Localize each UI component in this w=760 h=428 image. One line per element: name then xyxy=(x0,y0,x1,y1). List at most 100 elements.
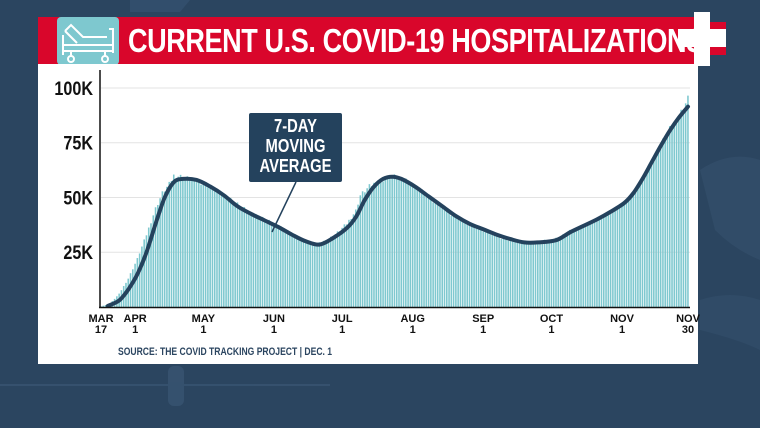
daily-bar xyxy=(166,186,168,307)
daily-bar xyxy=(521,242,523,307)
daily-bar xyxy=(252,214,255,307)
daily-bar xyxy=(448,211,450,307)
callout-line-2: MOVING xyxy=(265,136,326,156)
daily-bar xyxy=(430,197,432,307)
daily-bar xyxy=(671,127,673,307)
daily-bar xyxy=(607,215,610,307)
daily-bar xyxy=(354,209,357,307)
daily-bar xyxy=(145,235,148,307)
title-banner xyxy=(38,17,698,64)
daily-bar xyxy=(161,191,164,307)
daily-bar xyxy=(243,207,246,307)
x-tick-label: 17 xyxy=(95,324,107,336)
daily-bar xyxy=(434,202,437,307)
daily-bar xyxy=(223,194,225,307)
x-tick-label: 1 xyxy=(548,324,554,336)
daily-bar xyxy=(682,110,685,307)
x-tick-label: NOV xyxy=(676,313,701,325)
daily-bar xyxy=(218,190,221,307)
daily-bar xyxy=(138,253,141,307)
daily-bar xyxy=(132,269,134,307)
daily-bar xyxy=(628,198,630,307)
daily-bar xyxy=(534,242,537,307)
medical-cross-icon xyxy=(678,12,726,66)
daily-bar xyxy=(207,187,209,307)
daily-bar xyxy=(584,224,587,307)
daily-bar xyxy=(532,243,535,307)
daily-bar xyxy=(668,126,671,308)
daily-bar xyxy=(455,215,457,307)
daily-bar xyxy=(575,229,578,307)
daily-bar xyxy=(357,204,359,307)
daily-bar xyxy=(632,194,635,307)
daily-bar xyxy=(129,273,132,307)
daily-bar xyxy=(441,206,444,307)
x-tick-label: MAR xyxy=(88,313,113,325)
daily-bar xyxy=(684,103,687,307)
daily-bar xyxy=(507,240,509,307)
daily-bar xyxy=(318,242,321,307)
daily-bar xyxy=(525,243,528,307)
daily-bar xyxy=(605,213,607,307)
daily-bar xyxy=(530,241,532,307)
daily-bar xyxy=(179,174,182,307)
daily-bar xyxy=(457,219,459,307)
daily-bar xyxy=(459,219,462,307)
daily-bar xyxy=(336,231,339,307)
moving-average-callout: 7-DAY MOVING AVERAGE xyxy=(249,113,342,182)
daily-bar xyxy=(623,202,626,307)
daily-bar xyxy=(377,181,380,307)
x-tick-label: JUL xyxy=(332,313,353,325)
daily-bar xyxy=(225,198,227,307)
daily-bar xyxy=(227,197,230,307)
daily-bar xyxy=(309,242,312,307)
daily-bar xyxy=(245,211,248,307)
daily-bar xyxy=(350,219,353,307)
daily-bar xyxy=(505,238,507,307)
daily-bar xyxy=(248,210,250,307)
daily-bar xyxy=(436,202,439,307)
daily-bar xyxy=(420,192,423,307)
daily-bar xyxy=(650,165,653,307)
daily-bar xyxy=(577,227,580,307)
daily-bar xyxy=(596,220,598,307)
daily-bar xyxy=(527,242,530,307)
daily-bar xyxy=(452,215,455,307)
daily-bar xyxy=(104,305,107,307)
daily-bar xyxy=(502,238,505,307)
x-tick-label: JUN xyxy=(263,313,285,325)
daily-bar xyxy=(614,210,616,307)
daily-bar xyxy=(364,192,366,307)
callout-pointer xyxy=(271,181,297,233)
daily-bar xyxy=(657,151,660,307)
daily-bar xyxy=(673,121,676,307)
daily-bar xyxy=(598,217,601,307)
daily-bar xyxy=(405,178,407,307)
daily-bar xyxy=(268,219,271,307)
daily-bar xyxy=(329,236,332,307)
daily-bar xyxy=(209,186,211,307)
daily-bar xyxy=(295,237,298,307)
daily-bar xyxy=(464,222,466,307)
daily-bar xyxy=(484,231,487,307)
x-tick-label: 1 xyxy=(339,324,345,336)
daily-bar xyxy=(664,139,666,307)
daily-bar xyxy=(282,229,284,307)
daily-bar xyxy=(304,239,307,307)
daily-bar xyxy=(213,191,216,307)
daily-bar xyxy=(211,186,214,307)
daily-bar xyxy=(159,198,161,307)
chart-panel xyxy=(38,64,698,364)
daily-bar xyxy=(380,178,382,307)
daily-bar xyxy=(302,240,305,307)
daily-bar xyxy=(204,182,207,307)
daily-bar xyxy=(327,239,330,307)
daily-bar xyxy=(366,188,368,307)
daily-bar xyxy=(250,214,252,307)
daily-bar xyxy=(612,209,614,307)
daily-bar xyxy=(284,229,287,307)
daily-bar xyxy=(653,158,655,307)
daily-bar xyxy=(416,187,418,307)
daily-bar xyxy=(637,184,639,307)
daily-bar xyxy=(591,221,594,307)
